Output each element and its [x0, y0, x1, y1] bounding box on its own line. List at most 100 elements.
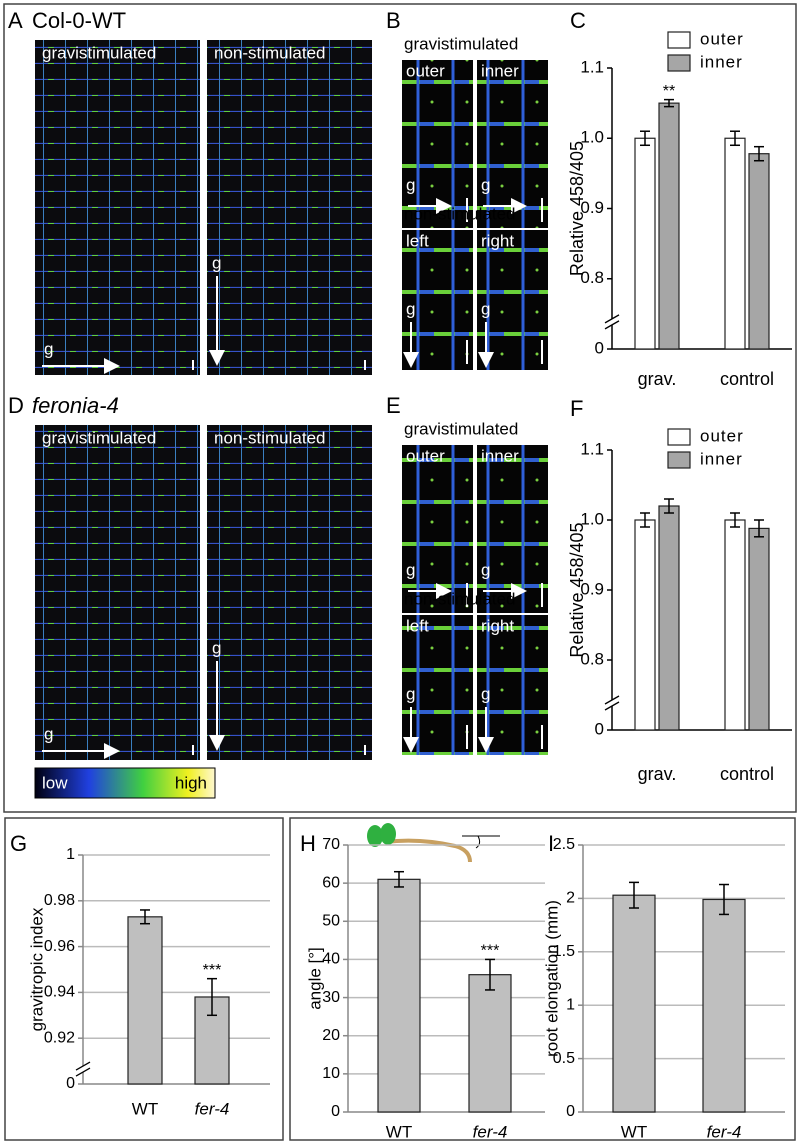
axis-break-gap	[604, 700, 620, 706]
seedling-icon	[367, 823, 500, 863]
y-axis-label: Relative 458/405	[567, 141, 587, 276]
arrow-label: g	[406, 684, 415, 703]
panel-letter: B	[386, 8, 401, 33]
panel-letter: D	[8, 393, 24, 418]
micrograph	[477, 615, 548, 755]
image-label: left	[406, 231, 429, 250]
arrow-label: g	[481, 175, 490, 194]
micrograph	[35, 425, 200, 760]
micrograph	[35, 40, 200, 375]
x-tick-label: WT	[386, 1122, 412, 1141]
y-tick-label: 0.98	[44, 892, 75, 909]
y-tick-label: 0.8	[580, 268, 604, 287]
image-label: right	[481, 616, 514, 635]
y-tick-label: 0	[595, 719, 604, 738]
y-tick-label: 0.92	[44, 1029, 75, 1046]
significance: ***	[203, 962, 222, 979]
micrograph	[477, 60, 548, 228]
bar	[658, 505, 680, 731]
arrow-label: g	[44, 724, 53, 743]
micrograph	[207, 40, 372, 375]
y-tick-label: 0.94	[44, 984, 75, 1001]
legend-label: inner	[700, 449, 743, 468]
frame	[289, 817, 796, 1141]
bar	[377, 878, 421, 1113]
legend-label: outer	[700, 426, 744, 445]
micrograph	[402, 445, 473, 613]
y-tick-label: 0.96	[44, 938, 75, 955]
arrow-label: g	[406, 560, 415, 579]
axis-break	[75, 1061, 91, 1071]
colorbar-high: high	[175, 773, 207, 792]
y-tick-label: 50	[322, 913, 340, 930]
x-tick-label: fer-4	[195, 1099, 230, 1118]
arrow-label: g	[44, 339, 53, 358]
arrow-label: g	[406, 299, 415, 318]
image-label: outer	[406, 61, 445, 80]
y-axis-label: angle [°]	[305, 947, 324, 1010]
axis-break-gap	[604, 318, 620, 325]
legend-swatch	[667, 451, 691, 469]
legend-label: inner	[700, 52, 743, 71]
axis-break	[604, 695, 620, 705]
y-tick-label: 40	[322, 951, 340, 968]
panel-letter: H	[300, 831, 316, 856]
legend-label: outer	[700, 29, 744, 48]
y-tick-label: 0.9	[580, 198, 604, 217]
image-label: inner	[481, 61, 519, 80]
axis-break-gap	[75, 1066, 91, 1073]
frame	[3, 3, 797, 813]
y-tick-label: 0	[566, 1103, 575, 1120]
legend-swatch	[667, 428, 691, 446]
panel-letter: F	[570, 396, 583, 421]
bar	[748, 527, 770, 731]
frame	[4, 817, 284, 1141]
micrograph	[402, 230, 473, 370]
panel-title: Col-0-WT	[32, 8, 126, 33]
bar	[702, 898, 746, 1113]
panel-letter: I	[548, 831, 554, 856]
panel-title: feronia-4	[32, 393, 119, 418]
micrograph	[207, 425, 372, 760]
x-tick-label: control	[720, 764, 774, 784]
micrograph	[477, 445, 548, 613]
panel-letter: A	[8, 8, 23, 33]
image-label: right	[481, 231, 514, 250]
axis-break	[604, 320, 620, 330]
bar	[127, 916, 163, 1085]
significance: **	[663, 83, 675, 100]
image-label: left	[406, 616, 429, 635]
bar	[724, 519, 746, 731]
axis-break	[75, 1067, 91, 1077]
axis-break	[604, 701, 620, 711]
image-label: non-stimulated	[214, 43, 326, 62]
y-tick-label: 1.0	[580, 128, 604, 147]
y-tick-label: 0	[595, 338, 604, 357]
x-tick-label: WT	[621, 1122, 647, 1141]
y-tick-label: 30	[322, 989, 340, 1006]
y-tick-label: 1.0	[580, 509, 604, 528]
significance: ***	[481, 943, 500, 960]
micrograph	[477, 230, 548, 370]
bar	[748, 153, 770, 350]
x-tick-label: grav.	[638, 764, 677, 784]
panel-letter: G	[10, 831, 27, 856]
arrow-label: g	[481, 684, 490, 703]
x-tick-label: WT	[132, 1099, 158, 1118]
legend-swatch	[667, 31, 691, 49]
x-tick-label: fer-4	[473, 1122, 508, 1141]
micrograph	[402, 60, 473, 228]
bar	[634, 137, 656, 350]
arrow-label: g	[212, 638, 221, 657]
micrograph	[402, 615, 473, 755]
colorbar	[34, 767, 216, 799]
legend-swatch	[667, 54, 691, 72]
image-label: inner	[481, 446, 519, 465]
panel-letter: E	[386, 393, 401, 418]
y-tick-label: 20	[322, 1027, 340, 1044]
panel-letter: C	[570, 8, 586, 33]
image-label: non-stimulated	[214, 428, 326, 447]
bar	[724, 137, 746, 350]
bar	[634, 519, 656, 731]
bar	[468, 974, 512, 1113]
